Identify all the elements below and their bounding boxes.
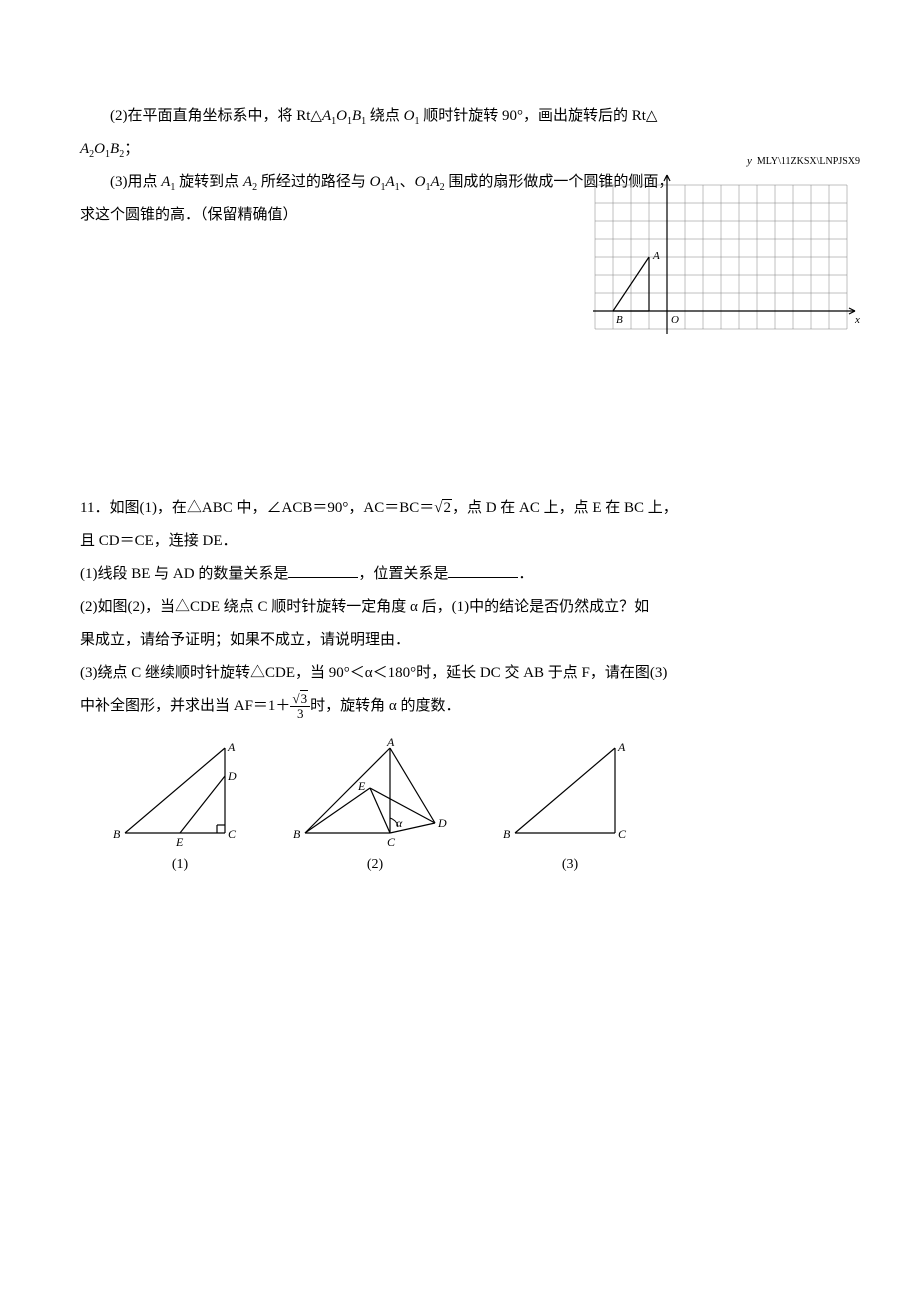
svg-text:A: A [652, 250, 660, 262]
text: (2)在平面直角坐标系中，将 Rt△ [110, 108, 322, 124]
sym: O [336, 108, 347, 124]
svg-text:B: B [293, 827, 301, 841]
sym: A [431, 174, 440, 190]
svg-text:E: E [357, 779, 366, 793]
blank-1 [288, 562, 358, 578]
svg-text:C: C [618, 827, 627, 841]
svg-text:B: B [113, 827, 121, 841]
figure-1: A B C D E [110, 738, 250, 848]
figure-3: A B C [500, 738, 640, 848]
text: 、 [400, 174, 415, 190]
text: (1)线段 BE 与 AD 的数量关系是 [80, 566, 288, 582]
svg-text:α: α [396, 816, 403, 830]
sym: O [94, 141, 105, 157]
grid-svg: A B Ox [590, 170, 860, 360]
text: 11．如图(1)，在△ABC 中，∠ACB＝90°，AC＝BC＝ [80, 500, 434, 516]
text: 求这个圆锥的高．（保留精确值） [80, 207, 298, 223]
svg-text:A: A [386, 738, 395, 749]
text: (3)用点 [110, 174, 161, 190]
text: 绕点 [370, 108, 404, 124]
svg-text:B: B [616, 314, 623, 326]
text: (3)绕点 C 继续顺时针旋转△CDE，当 90°＜α＜180°时，延长 DC … [80, 657, 840, 690]
text: ； [124, 141, 139, 157]
sub: 2 [440, 182, 445, 193]
sqrt-2: 2 [434, 492, 452, 525]
watermark-text: MLY\11ZKSX\LNPJSX9 [757, 156, 860, 167]
sym: A [80, 141, 89, 157]
text: 所经过的路径与 [261, 174, 370, 190]
svg-text:A: A [617, 740, 626, 754]
figure-3-caption: (3) [500, 857, 640, 873]
sym: O [415, 174, 426, 190]
text: 旋转到点 [179, 174, 243, 190]
p10-part2-line2: A2O1B2； [80, 133, 840, 166]
sym: O [404, 108, 415, 124]
text: ，点 D 在 AC 上，点 E 在 BC 上， [452, 500, 678, 516]
figure-1-caption: (1) [110, 857, 250, 873]
svg-text:D: D [227, 769, 237, 783]
sym: A [322, 108, 331, 124]
sub: 1 [170, 182, 175, 193]
sym: A [243, 174, 252, 190]
figure-2-caption: (2) [290, 857, 460, 873]
svg-text:C: C [228, 827, 237, 841]
svg-text:E: E [175, 835, 184, 848]
svg-text:A: A [227, 740, 236, 754]
text: 中补全图形，并求出当 AF＝1＋ [80, 698, 290, 714]
sub: 2 [252, 182, 257, 193]
svg-text:D: D [437, 816, 447, 830]
svg-text:C: C [387, 835, 396, 848]
sub: 1 [361, 116, 366, 127]
figure-2: A B C D Eα [290, 738, 460, 848]
grid-figure: A B Ox [590, 170, 860, 365]
figure-2-wrap: A B C D Eα (2) [290, 738, 460, 873]
figure-1-wrap: A B C D E (1) [110, 738, 250, 873]
figures-row: A B C D E (1) A B C D Eα (2) A B C (3) [110, 738, 840, 873]
sym: A [385, 174, 394, 190]
watermark: y MLY\11ZKSX\LNPJSX9 [747, 155, 860, 167]
text: 时，旋转角 α 的度数． [310, 698, 460, 714]
blank-2 [448, 562, 518, 578]
sym: B [352, 108, 361, 124]
p10-part2: (2)在平面直角坐标系中，将 Rt△A1O1B1 绕点 O1 顺时针旋转 90°… [80, 100, 840, 133]
svg-text:x: x [854, 314, 860, 326]
text: ，位置关系是 [358, 566, 448, 582]
svg-text:O: O [671, 314, 679, 326]
problem-11: 11．如图(1)，在△ABC 中，∠ACB＝90°，AC＝BC＝2，点 D 在 … [80, 492, 840, 873]
text: 果成立，请给予证明；如果不成立，请说明理由． [80, 624, 840, 657]
sub: 1 [415, 116, 420, 127]
text: 且 CD＝CE，连接 DE． [80, 525, 840, 558]
sym: O [370, 174, 381, 190]
sym: B [110, 141, 119, 157]
text: (2)如图(2)，当△CDE 绕点 C 顺时针旋转一定角度 α 后，(1)中的结… [80, 591, 840, 624]
text: ． [518, 566, 533, 582]
fraction: 3 3 [290, 692, 310, 722]
text: 顺时针旋转 90°，画出旋转后的 Rt△ [423, 108, 657, 124]
svg-text:B: B [503, 827, 511, 841]
figure-3-wrap: A B C (3) [500, 738, 640, 873]
